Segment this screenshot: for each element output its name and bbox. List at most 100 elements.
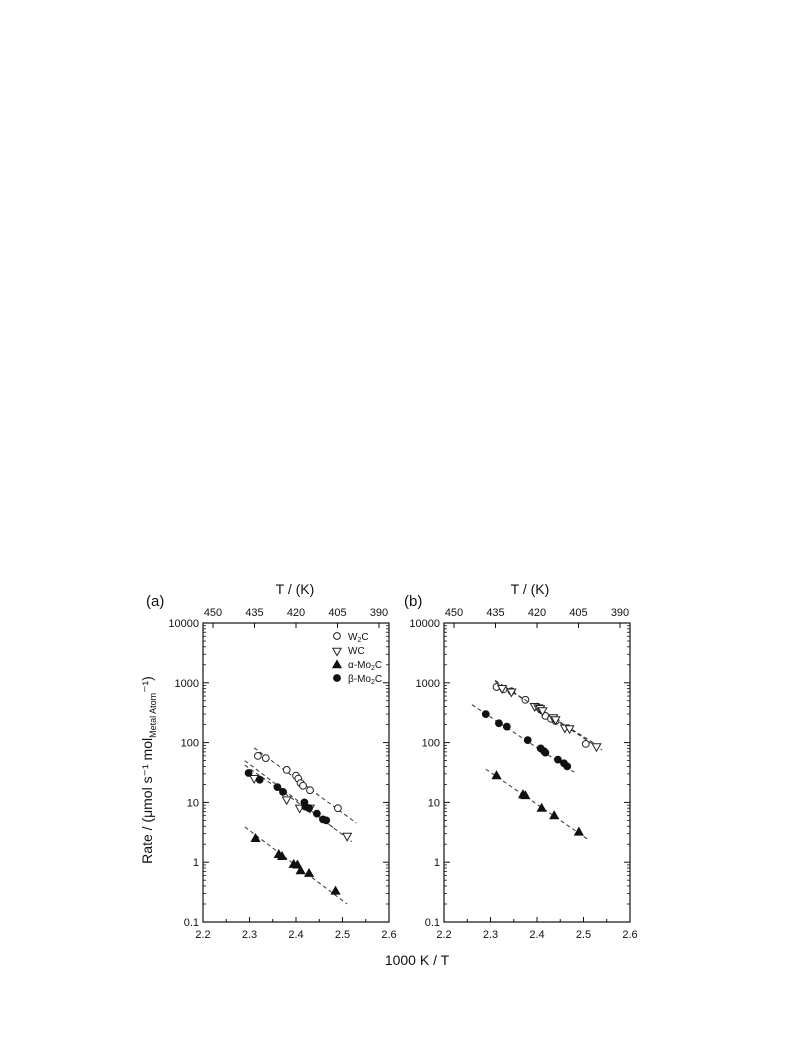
legend-label-beta-mo2c-sub: 2 (371, 679, 375, 686)
y-axis-title: Rate / (μmol s⁻¹ molMetal Atom⁻¹) (139, 676, 158, 864)
panel-b-series-beta-mo2c-point (563, 762, 572, 771)
panel-b-y-tick-label: 1000 (416, 678, 440, 690)
legend-label-w2c: W2C (348, 632, 369, 644)
panel-b-top-tick-label: 420 (528, 607, 546, 619)
panel-a-series-w2c-point (261, 754, 270, 762)
panel-a-series-beta-mo2c-point (255, 775, 264, 784)
panel-b-top-axis-title: T / (K) (511, 581, 550, 597)
panel-b-series-alpha-mo2c-point (536, 802, 547, 812)
panel-a-series-w2c-point (299, 781, 307, 790)
legend-marker-wc (331, 647, 343, 657)
legend-entry-w2c: W2C (333, 632, 369, 644)
panel-b-x-tick-label: 2.6 (622, 929, 637, 941)
panel-b-series-beta-mo2c-point (481, 710, 490, 718)
panel-b-y-tick-label: 100 (422, 738, 440, 750)
panel-a-series-beta-mo2c-point (313, 809, 321, 818)
panel-b-top-tick-label: 435 (486, 607, 504, 619)
panel-a-y-tick-label: 10 (187, 797, 199, 809)
panel-a-top-axis-title: T / (K) (276, 581, 315, 597)
panel-b-x-tick-label: 2.4 (529, 929, 544, 941)
panel-a-y-tick-label: 1000 (175, 678, 199, 690)
legend-label-alpha-mo2c-main: α-Mo (348, 660, 371, 671)
legend-label-w2c-sub: 2 (357, 637, 361, 644)
legend-label-beta-mo2c-main: β-Mo (348, 674, 371, 685)
panel-a-series-w2c-point (306, 786, 314, 795)
panel-a-series-beta-mo2c-point (244, 769, 253, 777)
panel-b-series-alpha-mo2c-fit-line (485, 768, 589, 840)
panel-b-y-tick-label: 1 (434, 857, 440, 869)
legend-label-alpha-mo2c-tail: C (375, 660, 382, 671)
y-axis-title-main: Rate / (μmol s⁻¹ mol (139, 738, 155, 864)
panel-b-series-wc-point (497, 685, 508, 695)
legend-label-alpha-mo2c: α-Mo2C (348, 660, 382, 672)
panel-b-series-alpha-mo2c-point (491, 770, 502, 780)
panel-a-top-tick-label: 450 (204, 607, 222, 619)
panel-a-series-alpha-mo2c-point (330, 885, 341, 895)
legend-label-w2c-tail: C (361, 632, 368, 643)
panel-a-x-tick-label: 2.2 (195, 929, 210, 941)
panel-a-series-w2c-point (334, 804, 342, 813)
legend-entry-beta-mo2c: β-Mo2C (333, 674, 382, 686)
panel-a-series-w2c (253, 747, 357, 824)
panel-a-label: (a) (146, 593, 164, 610)
panel-a-series-beta-mo2c-point (273, 783, 282, 791)
panel-a-x-tick-label: 2.4 (288, 929, 303, 941)
panel-a-y-tick-label: 0.1 (184, 917, 199, 929)
legend-label-alpha-mo2c-sub: 2 (371, 665, 375, 672)
panel-a-x-tick-label: 2.3 (242, 929, 257, 941)
panel-b-series-wc-point (591, 743, 602, 753)
y-axis-title-tail: ⁻¹) (139, 676, 155, 693)
panel-b-series-beta-mo2c-point (541, 748, 550, 757)
y-axis-title-subscript: Metal Atom (148, 693, 158, 738)
panel-a-y-tick-label: 10000 (168, 618, 199, 630)
panel-a-x-tick-label: 2.6 (381, 929, 396, 941)
panel-a-series-alpha-mo2c-point (303, 867, 315, 877)
legend-entry-wc: WC (331, 646, 365, 657)
panel-a-series-alpha-mo2c-point (276, 850, 288, 860)
panel-b-y-tick-label: 10000 (409, 618, 440, 630)
legend-label-wc-main: WC (348, 646, 365, 657)
panel-b-series-beta-mo2c (471, 704, 575, 773)
legend-label-beta-mo2c: β-Mo2C (348, 674, 382, 686)
panel-b-series-wc-point (564, 725, 575, 735)
legend-label-beta-mo2c-tail: C (375, 674, 382, 685)
panel-b-x-tick-label: 2.2 (436, 929, 451, 941)
legend-label-wc: WC (348, 646, 365, 657)
panel-a-top-tick-label: 420 (287, 607, 305, 619)
panel-a-top-tick-label: 435 (245, 607, 263, 619)
panel-a: 2.2 2.3 2.4 2.5 2.6 450 435 420 405 390 0.1 1 10 100 1… (168, 607, 396, 941)
panel-b-series-beta-mo2c-point (502, 722, 511, 731)
panel-b-series-wc-point (506, 688, 517, 698)
panel-a-top-tick-label: 390 (370, 607, 388, 619)
panel-b-plot-frame (443, 622, 631, 923)
panel-b-series-beta-mo2c-point (554, 755, 562, 764)
panel-b-series-w2c-point (581, 740, 590, 748)
panel-b-x-tick-label: 2.5 (576, 929, 591, 941)
panel-b-y-tick-label: 10 (428, 797, 440, 809)
panel-a-series-w2c-point (282, 766, 291, 774)
panel-a-series-beta-mo2c (244, 764, 334, 828)
panel-a-y-tick-label: 100 (181, 738, 199, 750)
panel-a-series-alpha-mo2c-point (250, 832, 261, 842)
panel-b-top-tick-label: 450 (445, 607, 463, 619)
panel-b-series-wc-point (550, 716, 561, 726)
panel-a-x-tick-label: 2.5 (335, 929, 350, 941)
panel-b-series-wc-point (537, 707, 548, 717)
panel-b-label: (b) (404, 593, 422, 610)
panel-a-series-wc-point (342, 832, 353, 842)
panel-a-series-beta-mo2c-point (305, 804, 313, 813)
panel-b: 2.2 2.3 2.4 2.5 2.6 450 435 420 405 390 0.1 1 10 100 1… (409, 607, 637, 941)
panel-a-series-beta-mo2c-point (279, 788, 287, 796)
panel-a-series-alpha-mo2c-point (295, 865, 306, 875)
panel-b-y-tick-label: 0.1 (425, 917, 440, 929)
legend-label-w2c-main: W (348, 632, 358, 643)
panel-b-x-tick-label: 2.3 (483, 929, 498, 941)
panel-b-series-alpha-mo2c-point (520, 790, 531, 800)
x-axis-title: 1000 K / T (385, 952, 450, 968)
panel-a-series-wc-fit-line (244, 760, 353, 843)
legend-marker-alpha-mo2c (331, 659, 343, 669)
panel-a-series-w2c-point (254, 752, 262, 760)
legend-entry-alpha-mo2c: α-Mo2C (331, 659, 382, 672)
legend-marker-w2c (333, 632, 341, 640)
